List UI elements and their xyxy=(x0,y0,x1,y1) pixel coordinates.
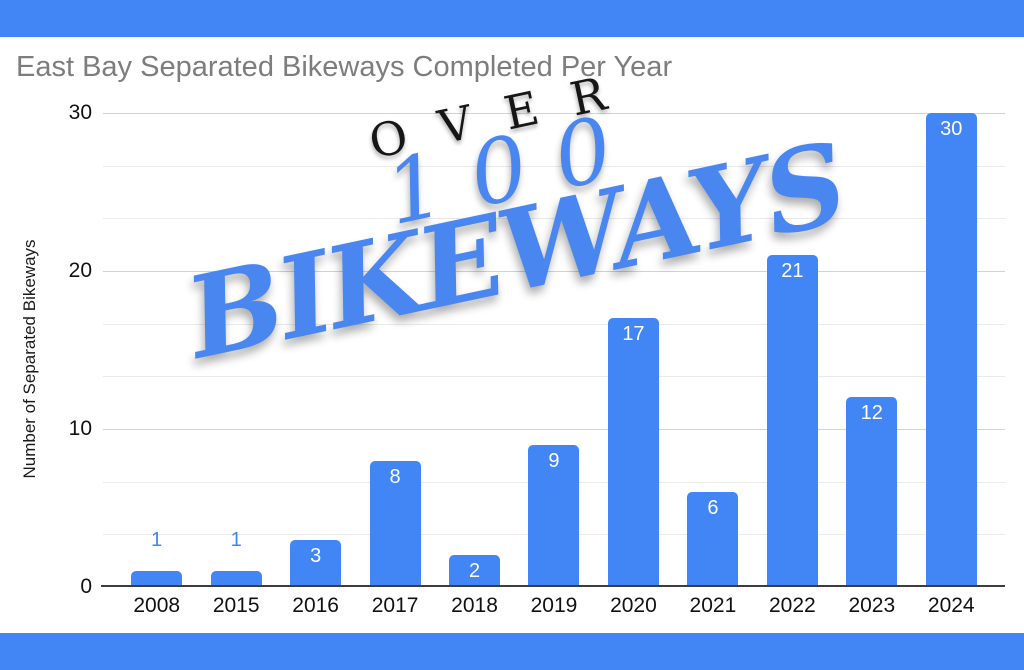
bar-value-label: 1 xyxy=(230,529,242,552)
category-slot: 3 2016 xyxy=(276,113,355,617)
category-slot: 12 2023 xyxy=(832,113,911,617)
x-tick-label: 2017 xyxy=(371,594,419,617)
category-slot: 6 2021 xyxy=(673,113,752,617)
category-slot: 21 2022 xyxy=(753,113,832,617)
bar-2019 xyxy=(528,444,580,587)
x-tick-label: 2016 xyxy=(292,594,339,617)
x-tick-label: 2019 xyxy=(530,594,578,617)
bar-value-label: 1 xyxy=(151,529,163,552)
major-gridline xyxy=(103,113,1005,114)
plot-area: 1 2008 1 2015 3 2016 8 2017 2 2018 9 2019 17 2020 6 202… xyxy=(101,113,1005,617)
minor-gridline xyxy=(103,376,1005,378)
x-tick-label: 2021 xyxy=(689,594,737,617)
x-tick-label: 2020 xyxy=(610,594,657,617)
bar-value-label: 12 xyxy=(860,402,883,425)
bar-value-label: 21 xyxy=(781,260,804,283)
x-tick-label: 2023 xyxy=(848,594,896,617)
category-slot: 1 2008 xyxy=(117,113,196,617)
bar-2015 xyxy=(210,571,262,587)
bar-2008 xyxy=(131,571,183,587)
minor-gridline xyxy=(103,165,1005,167)
bar-2024 xyxy=(925,113,977,587)
bar-2018 xyxy=(449,555,501,587)
minor-gridline xyxy=(103,323,1005,325)
top-banner xyxy=(0,0,1024,37)
bar-2021 xyxy=(687,492,739,587)
x-tick-label: 2018 xyxy=(451,594,498,617)
category-slot: 2 2018 xyxy=(435,113,514,617)
chart-title: East Bay Separated Bikeways Completed Pe… xyxy=(16,51,673,83)
category-slot: 8 2017 xyxy=(355,113,434,617)
bar-2022 xyxy=(766,255,818,587)
bar-value-label: 17 xyxy=(622,323,645,346)
bar-2023 xyxy=(846,397,898,587)
y-tick-label: 20 xyxy=(68,259,92,282)
category-slot: 30 2024 xyxy=(912,113,991,617)
bar-2017 xyxy=(369,460,421,587)
bar-2020 xyxy=(607,318,659,587)
bar-value-label: 8 xyxy=(389,465,401,488)
major-gridline xyxy=(103,271,1005,272)
bar-value-label: 6 xyxy=(707,497,719,520)
category-slot: 17 2020 xyxy=(594,113,673,617)
x-tick-label: 2024 xyxy=(927,594,975,617)
bar-value-label: 3 xyxy=(310,544,322,567)
major-gridline xyxy=(103,429,1005,430)
x-tick-label: 2015 xyxy=(212,594,260,617)
x-tick-label: 2022 xyxy=(768,594,816,617)
x-tick-label: 2008 xyxy=(133,594,181,617)
bar-2016 xyxy=(290,539,342,587)
category-slot: 9 2019 xyxy=(514,113,593,617)
bar-value-label: 30 xyxy=(940,118,963,140)
minor-gridline xyxy=(103,218,1005,220)
y-tick-label: 0 xyxy=(80,575,92,598)
bar-value-label: 9 xyxy=(548,449,560,472)
y-tick-label: 10 xyxy=(68,417,92,440)
bar-value-label: 2 xyxy=(468,560,481,583)
category-slot: 1 2015 xyxy=(196,113,275,617)
y-tick-label: 30 xyxy=(68,101,92,124)
bottom-banner xyxy=(0,633,1024,670)
x-axis-line xyxy=(101,585,1005,587)
